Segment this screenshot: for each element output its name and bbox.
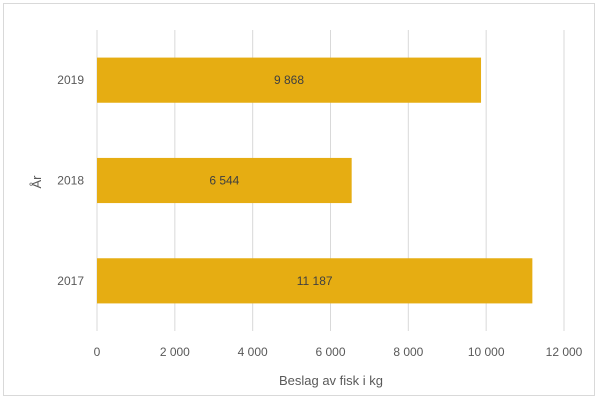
x-tick-label: 0 <box>94 345 101 359</box>
x-axis-title: Beslag av fisk i kg <box>279 373 383 388</box>
x-tick-label: 8 000 <box>393 345 423 359</box>
bar-2018 <box>97 157 352 204</box>
x-tick-label: 2 000 <box>160 345 190 359</box>
data-label-2018: 6 544 <box>209 174 239 188</box>
category-labels: 2019 2018 2017 <box>57 73 84 288</box>
x-tick-label: 12 000 <box>546 345 583 359</box>
x-tick-labels: 0 2 000 4 000 6 000 8 000 10 000 12 000 <box>94 345 583 359</box>
bars <box>97 57 533 304</box>
x-tick-label: 6 000 <box>315 345 345 359</box>
y-axis-title: År <box>29 175 44 189</box>
x-tick-label: 4 000 <box>238 345 268 359</box>
category-label-2017: 2017 <box>57 274 84 288</box>
bar-2019 <box>97 57 482 103</box>
x-tick-label: 10 000 <box>468 345 505 359</box>
category-label-2018: 2018 <box>57 174 84 188</box>
data-label-2017: 11 187 <box>297 274 333 288</box>
category-label-2019: 2019 <box>57 73 84 87</box>
bar-2017 <box>97 258 533 304</box>
data-label-2019: 9 868 <box>274 73 304 87</box>
data-labels: 9 868 6 544 11 187 <box>209 73 333 288</box>
